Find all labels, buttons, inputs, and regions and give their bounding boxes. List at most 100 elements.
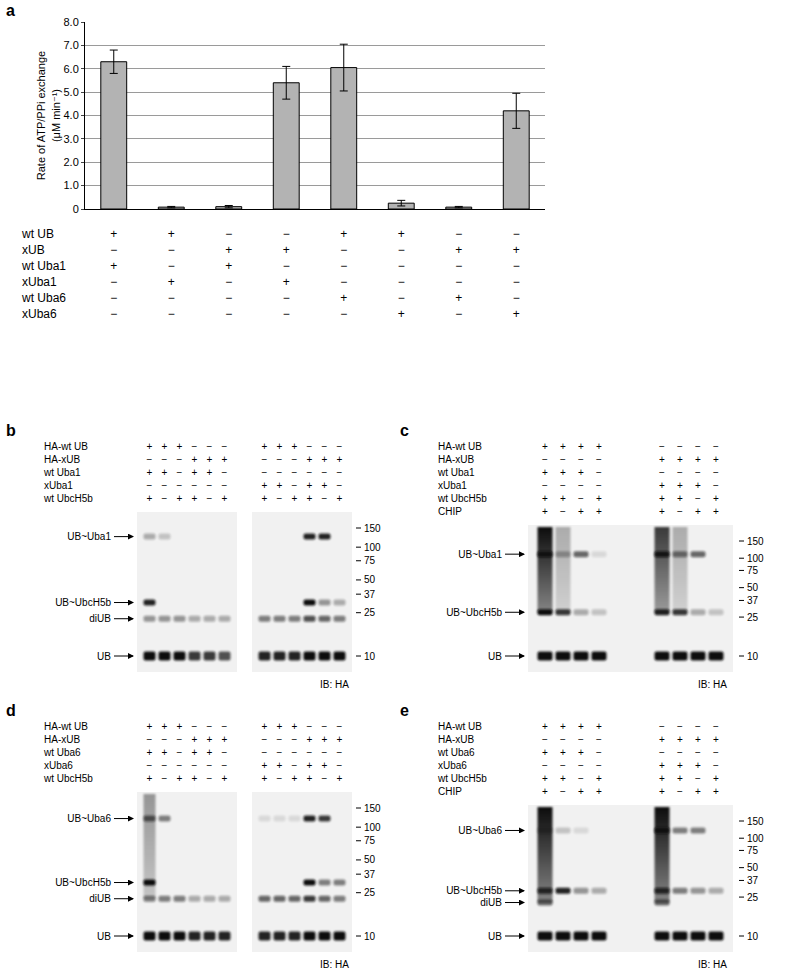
- svg-text:−: −: [659, 721, 665, 732]
- svg-text:−: −: [222, 467, 228, 478]
- svg-text:+: +: [262, 721, 268, 732]
- svg-text:wt Uba1: wt Uba1: [437, 467, 475, 478]
- svg-text:+: +: [560, 493, 566, 504]
- svg-text:−: −: [222, 480, 228, 491]
- svg-text:2.0: 2.0: [64, 156, 79, 168]
- svg-text:5.0: 5.0: [64, 86, 79, 98]
- svg-text:−: −: [292, 467, 298, 478]
- svg-text:+: +: [207, 467, 213, 478]
- svg-text:−: −: [578, 454, 584, 465]
- svg-text:+: +: [596, 721, 602, 732]
- svg-text:+: +: [322, 454, 328, 465]
- svg-text:+: +: [659, 493, 665, 504]
- svg-text:150: 150: [364, 523, 381, 534]
- svg-text:−: −: [596, 454, 602, 465]
- svg-text:−: −: [560, 760, 566, 771]
- svg-text:d: d: [6, 702, 16, 719]
- svg-text:+: +: [177, 441, 183, 452]
- svg-text:−: −: [307, 747, 313, 758]
- svg-text:−: −: [337, 467, 343, 478]
- svg-text:−: −: [578, 734, 584, 745]
- svg-text:+: +: [307, 760, 313, 771]
- svg-text:−: −: [262, 454, 268, 465]
- svg-text:HA-xUB: HA-xUB: [438, 734, 474, 745]
- svg-text:+: +: [192, 454, 198, 465]
- svg-text:−: −: [207, 441, 213, 452]
- svg-text:+: +: [147, 721, 153, 732]
- svg-text:+: +: [162, 467, 168, 478]
- svg-text:150: 150: [747, 816, 764, 827]
- svg-text:HA-wt UB: HA-wt UB: [44, 721, 88, 732]
- svg-text:25: 25: [747, 612, 759, 623]
- svg-text:IB: HA: IB: HA: [698, 679, 727, 690]
- svg-text:−: −: [337, 441, 343, 452]
- svg-text:+: +: [222, 734, 228, 745]
- svg-text:+: +: [177, 773, 183, 784]
- svg-text:+: +: [147, 747, 153, 758]
- svg-text:−: −: [578, 480, 584, 491]
- svg-text:diUB: diUB: [89, 893, 111, 904]
- svg-text:−: −: [177, 467, 183, 478]
- svg-text:−: −: [695, 773, 701, 784]
- svg-text:HA-xUB: HA-xUB: [44, 454, 80, 465]
- svg-text:CHIP: CHIP: [438, 786, 462, 797]
- svg-text:IB: HA: IB: HA: [320, 959, 349, 970]
- svg-text:−: −: [192, 480, 198, 491]
- svg-text:+: +: [713, 506, 719, 517]
- svg-text:+: +: [337, 773, 343, 784]
- svg-text:+: +: [695, 760, 701, 771]
- svg-text:−: −: [292, 734, 298, 745]
- svg-text:−: −: [322, 441, 328, 452]
- svg-text:−: −: [307, 721, 313, 732]
- svg-text:e: e: [400, 702, 409, 719]
- svg-text:+: +: [695, 734, 701, 745]
- svg-text:−: −: [322, 773, 328, 784]
- svg-text:+: +: [695, 480, 701, 491]
- svg-text:+: +: [659, 773, 665, 784]
- svg-text:−: −: [596, 760, 602, 771]
- svg-text:50: 50: [747, 862, 759, 873]
- svg-text:−: −: [695, 747, 701, 758]
- svg-text:37: 37: [364, 589, 376, 600]
- svg-text:−: −: [677, 506, 683, 517]
- svg-text:10: 10: [747, 931, 759, 942]
- svg-text:50: 50: [364, 574, 376, 585]
- svg-text:−: −: [207, 493, 213, 504]
- svg-text:−: −: [222, 721, 228, 732]
- svg-text:wt Uba6: wt Uba6: [437, 747, 475, 758]
- svg-text:−: −: [207, 480, 213, 491]
- svg-text:+: +: [596, 441, 602, 452]
- svg-text:25: 25: [747, 892, 759, 903]
- svg-text:+: +: [542, 467, 548, 478]
- svg-text:37: 37: [747, 875, 759, 886]
- svg-text:+: +: [560, 721, 566, 732]
- svg-text:−: −: [713, 760, 719, 771]
- svg-text:+: +: [677, 773, 683, 784]
- svg-text:+: +: [560, 467, 566, 478]
- svg-text:+: +: [292, 721, 298, 732]
- svg-text:HA-wt UB: HA-wt UB: [44, 441, 88, 452]
- svg-text:xUba6: xUba6: [438, 760, 467, 771]
- svg-text:+: +: [695, 454, 701, 465]
- svg-text:+: +: [578, 786, 584, 797]
- svg-text:−: −: [560, 506, 566, 517]
- svg-text:+: +: [292, 441, 298, 452]
- svg-text:−: −: [177, 747, 183, 758]
- svg-text:50: 50: [364, 854, 376, 865]
- svg-text:−: −: [292, 760, 298, 771]
- svg-text:+: +: [162, 441, 168, 452]
- svg-text:+: +: [542, 773, 548, 784]
- svg-text:−: −: [713, 480, 719, 491]
- svg-text:+: +: [713, 493, 719, 504]
- svg-text:+: +: [542, 506, 548, 517]
- svg-text:75: 75: [747, 565, 759, 576]
- svg-text:−: −: [659, 747, 665, 758]
- svg-text:−: −: [713, 721, 719, 732]
- svg-text:−: −: [292, 454, 298, 465]
- svg-text:−: −: [542, 760, 548, 771]
- svg-text:UB: UB: [488, 931, 502, 942]
- svg-text:+: +: [277, 760, 283, 771]
- svg-text:UB: UB: [488, 651, 502, 662]
- svg-text:−: −: [695, 467, 701, 478]
- svg-text:−: −: [695, 493, 701, 504]
